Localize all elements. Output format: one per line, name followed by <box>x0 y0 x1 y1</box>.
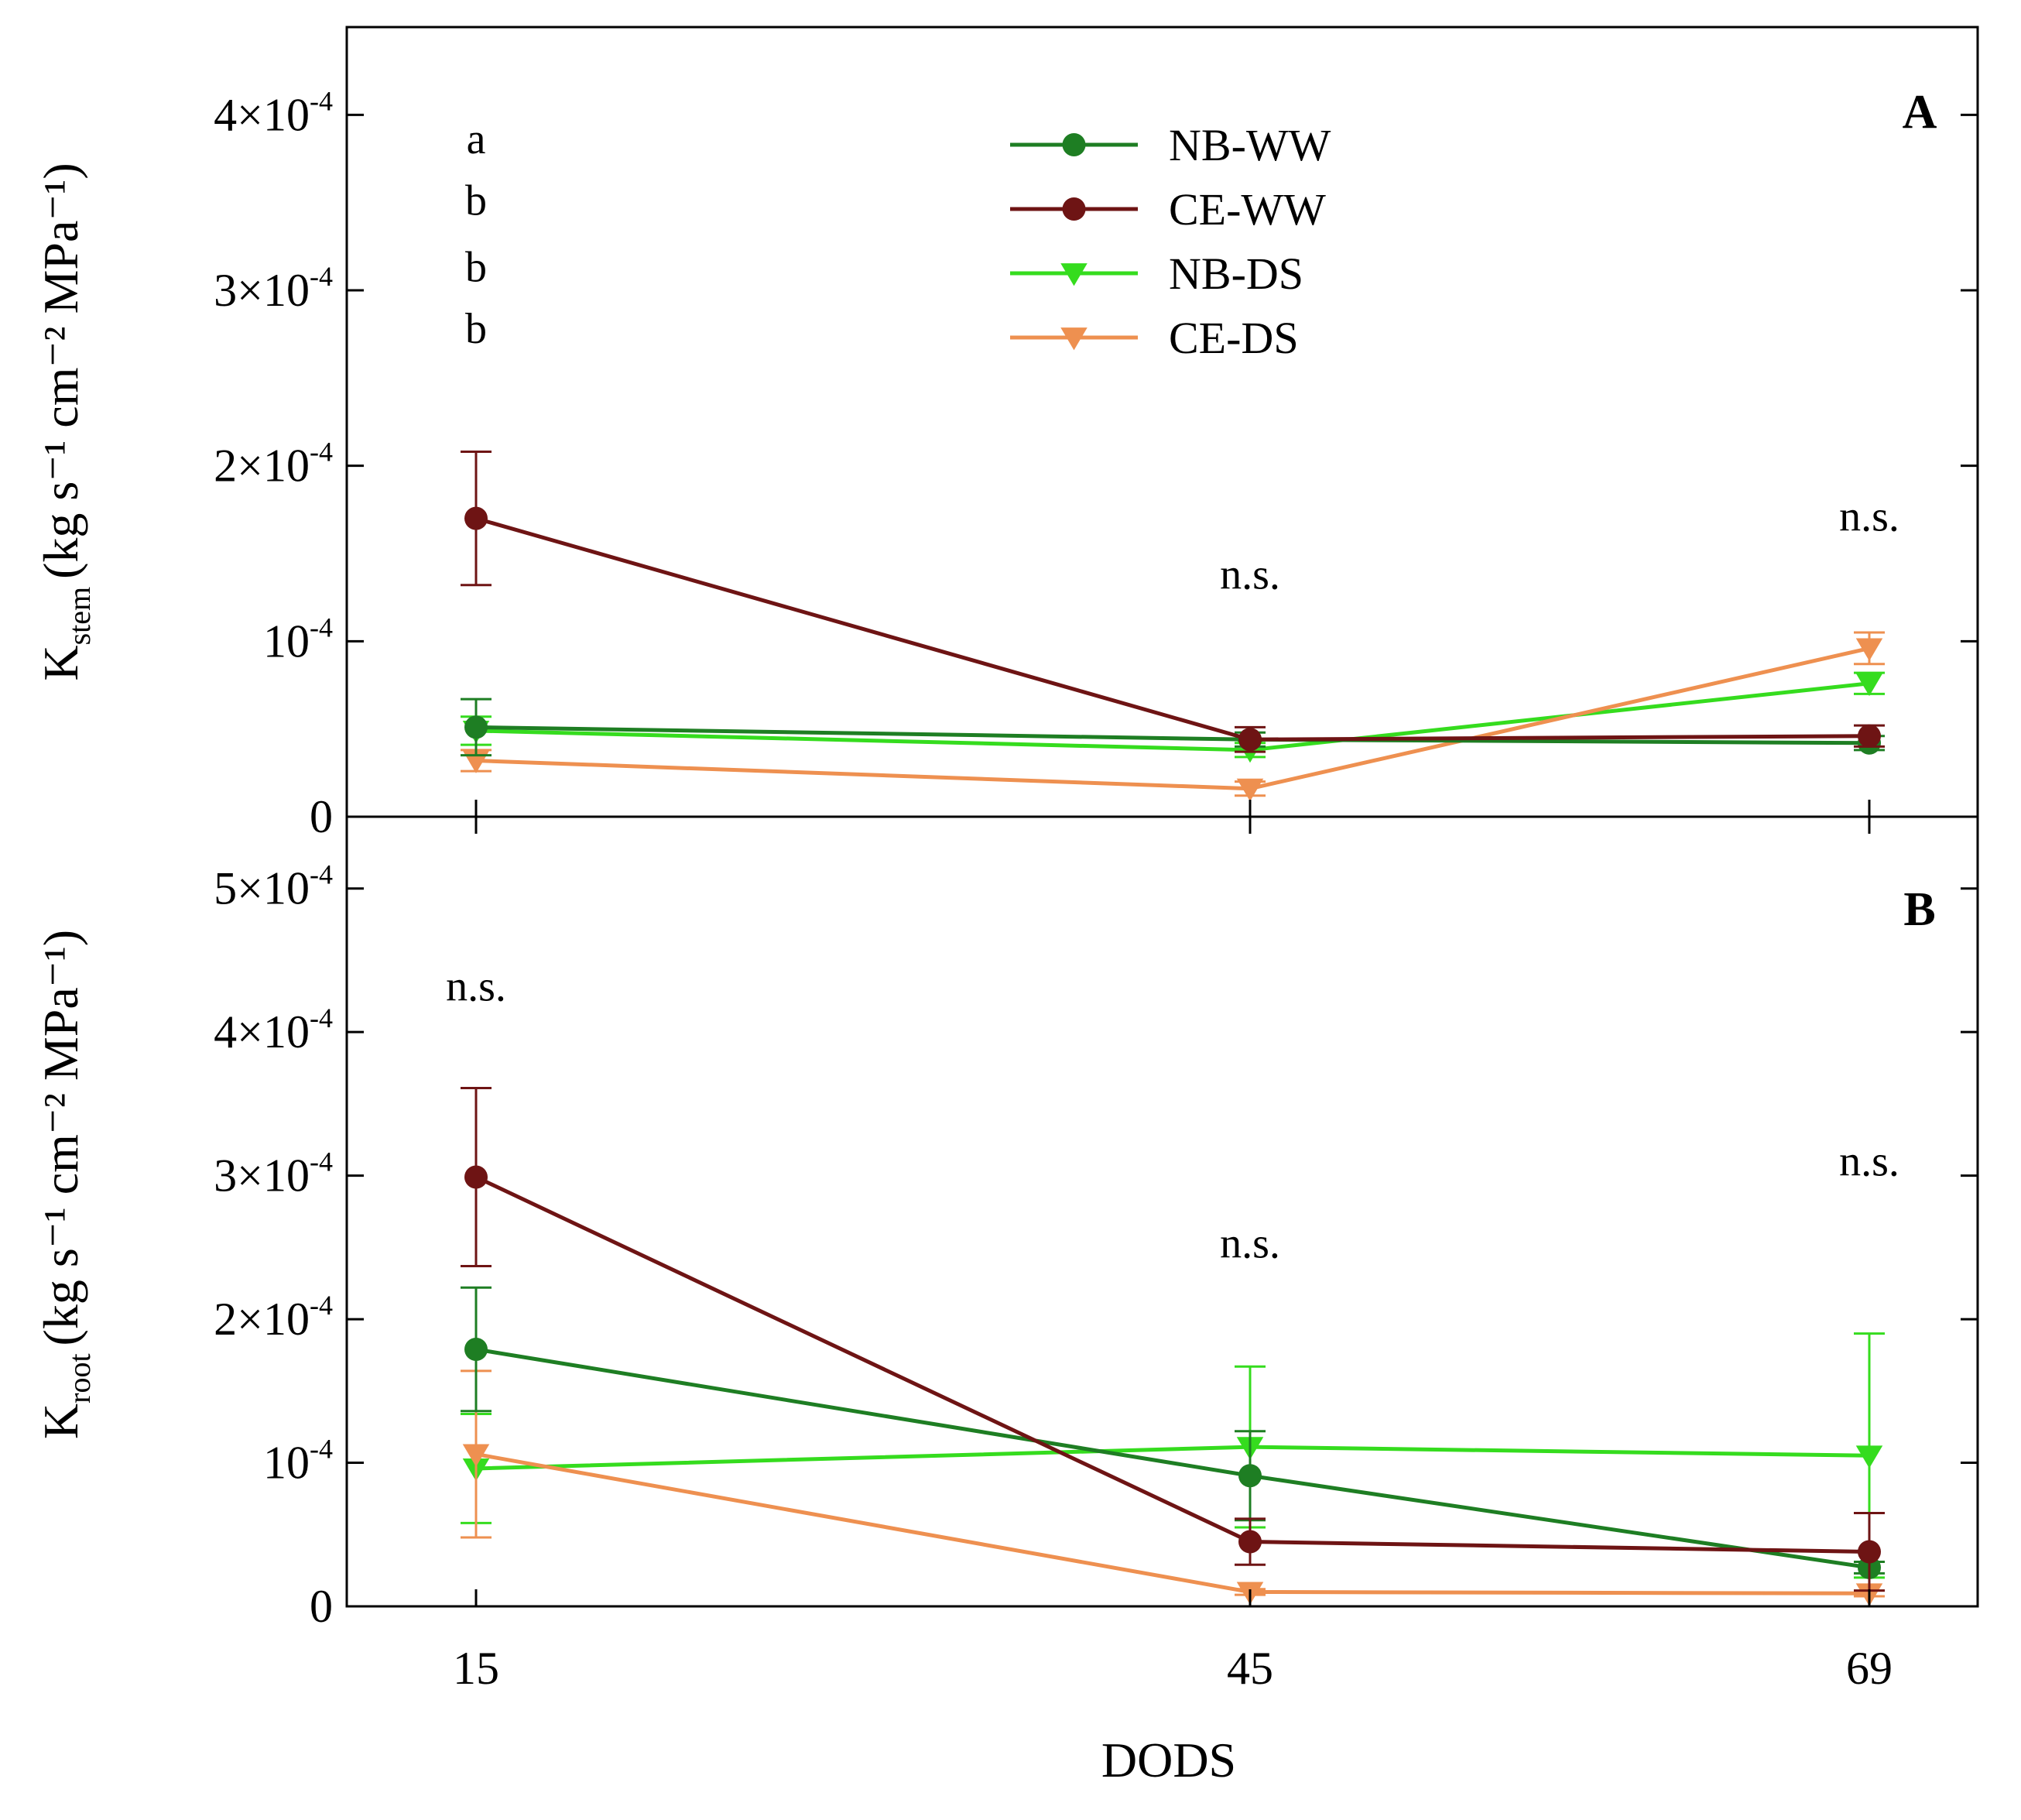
data-point <box>464 506 488 530</box>
y-tick-label: 0 <box>310 791 333 842</box>
significance-label: n.s. <box>1220 1219 1280 1267</box>
significance-label: b <box>465 244 487 292</box>
panel-a-label: A <box>1903 86 1937 139</box>
legend-marker <box>1060 263 1088 286</box>
panel-b-ylabel-units: (kg s⁻¹ cm⁻² MPa⁻¹) <box>33 930 88 1346</box>
y-tick-label: 5×10-4 <box>214 859 333 914</box>
panel-b-series <box>461 1087 1885 1606</box>
data-point <box>1855 638 1883 661</box>
y-tick-label: 2×10-4 <box>214 437 333 492</box>
significance-label: n.s. <box>1839 493 1899 541</box>
svg-text:Kroot(kg s⁻¹ cm⁻² MPa⁻¹): Kroot (kg s⁻¹ cm⁻² MPa⁻¹) <box>33 930 97 1439</box>
data-point <box>1855 1445 1883 1469</box>
series-ce-ww <box>461 1087 1885 1592</box>
y-tick-label: 3×10-4 <box>214 1146 333 1201</box>
legend-label: NB-DS <box>1169 248 1303 299</box>
y-tick-label: 10-4 <box>263 612 333 667</box>
panel-a-y-ticks: 0 10-4 2×10-4 3×10-4 4×10-4 <box>214 85 1978 842</box>
panel-b-y-ticks: 0 10-4 2×10-4 3×10-4 4×10-4 5×10-4 <box>214 859 1978 1632</box>
y-tick-label: 0 <box>310 1581 333 1632</box>
legend-label: CE-WW <box>1169 184 1326 235</box>
legend-item-nb-ds: NB-DS <box>1010 248 1303 299</box>
significance-label: n.s. <box>446 962 506 1010</box>
data-point <box>1236 778 1264 802</box>
panel-b-label: B <box>1903 883 1935 936</box>
panel-a-ylabel-sub: stem <box>62 587 97 646</box>
panel-a-ylabel-main: K <box>33 645 88 680</box>
x-axis-ticks: 15 45 69 <box>453 800 1893 1694</box>
data-point <box>464 1165 488 1189</box>
x-tick-label: 69 <box>1846 1643 1893 1694</box>
significance-label: a <box>467 115 486 163</box>
legend-marker <box>1062 197 1086 221</box>
panel-a-y-axis-title: Kstem (kg s⁻¹ cm⁻² MPa⁻¹) <box>33 163 97 680</box>
significance-label: b <box>465 305 487 353</box>
legend-label: CE-DS <box>1169 313 1299 363</box>
data-point <box>1858 1540 1881 1564</box>
significance-label: b <box>465 177 487 225</box>
data-point <box>1238 728 1262 752</box>
x-tick-label: 45 <box>1227 1643 1273 1694</box>
data-point <box>1238 1530 1262 1554</box>
legend-item-ce-ww: CE-WW <box>1010 184 1326 235</box>
legend-item-ce-ds: CE-DS <box>1010 313 1299 363</box>
data-point <box>1858 724 1881 748</box>
panel-b-frame <box>345 815 1979 1608</box>
data-point <box>1238 1464 1262 1488</box>
legend-marker <box>1060 327 1088 351</box>
legend-label: NB-WW <box>1169 120 1331 170</box>
legend-item-nb-ww: NB-WW <box>1010 120 1331 170</box>
data-point <box>464 1338 488 1362</box>
data-point <box>462 1444 490 1467</box>
panel-b-y-axis-title: Kroot (kg s⁻¹ cm⁻² MPa⁻¹) <box>33 930 97 1439</box>
significance-label: n.s. <box>1220 550 1280 598</box>
panel-b-ylabel-sub: root <box>62 1353 97 1403</box>
x-axis-title: DODS <box>1101 1733 1236 1787</box>
y-tick-label: 2×10-4 <box>214 1290 333 1345</box>
data-point <box>1855 673 1883 697</box>
y-tick-label: 4×10-4 <box>214 1003 333 1057</box>
legend-marker <box>1062 133 1086 156</box>
legend: NB-WW CE-WW NB-DS CE-DS <box>1010 120 1331 363</box>
x-tick-label: 15 <box>453 1643 499 1694</box>
significance-label: n.s. <box>1839 1138 1899 1186</box>
y-tick-label: 3×10-4 <box>214 261 333 316</box>
data-point <box>464 715 488 739</box>
y-tick-label: 4×10-4 <box>214 85 333 140</box>
panel-a-ylabel-units: (kg s⁻¹ cm⁻² MPa⁻¹) <box>33 163 88 579</box>
series-ce-ww <box>461 451 1885 753</box>
panel-a-series <box>461 451 1885 802</box>
svg-text:Kstem(kg s⁻¹ cm⁻² MPa⁻¹): Kstem (kg s⁻¹ cm⁻² MPa⁻¹) <box>33 163 97 680</box>
y-tick-label: 10-4 <box>263 1434 333 1489</box>
panel-b-ylabel-main: K <box>33 1404 88 1439</box>
panel-b-annotations: n.s. n.s. n.s. <box>446 962 1899 1267</box>
panel-b: 010-42×10-43×10-44×10-45×10-4 n.s.n.s.n.… <box>33 815 1979 1632</box>
